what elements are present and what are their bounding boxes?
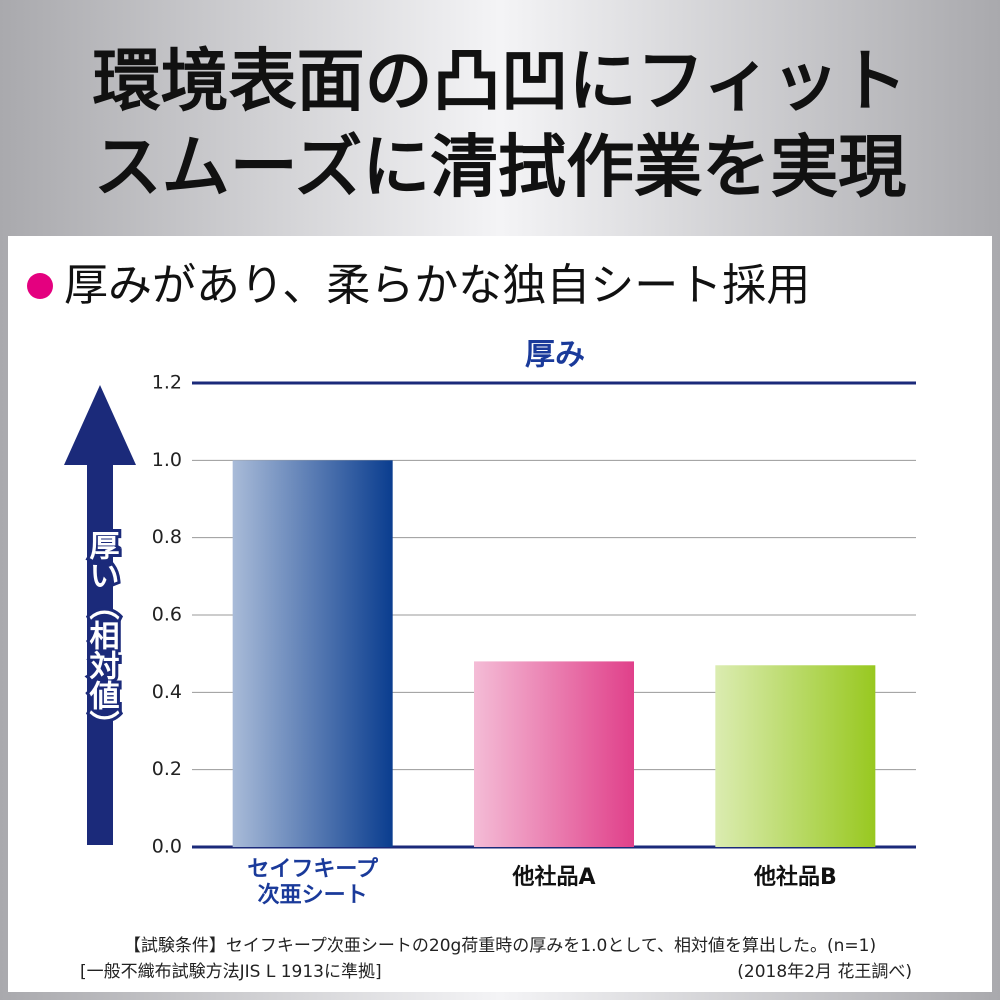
y-tick-label: 0.2	[152, 758, 182, 780]
note: (2018年2月 花王調べ)	[737, 962, 912, 982]
x-tick-label: 他社品B	[753, 864, 837, 890]
subtitle: 厚みがあり、柔らかな独自シート採用	[64, 260, 810, 311]
y-tick-label: 1.0	[152, 449, 182, 471]
y-tick-label: 0.0	[152, 836, 182, 858]
bar	[715, 665, 876, 847]
chart-title: 厚み	[525, 338, 585, 373]
note: [一般不織布試験方法JIS L 1913に準拠]	[80, 962, 382, 982]
x-tick-label: セイフキープ次亜シート	[247, 857, 379, 908]
headline: 環境表面の凸凹にフィット	[93, 43, 908, 122]
y-axis-label: 厚い（相対値）	[84, 530, 121, 740]
y-tick-label: 0.4	[152, 681, 182, 703]
bullet	[27, 273, 53, 299]
panel	[8, 236, 992, 992]
y-tick-label: 1.2	[152, 372, 182, 394]
headline: スムーズに清拭作業を実現	[94, 129, 907, 208]
bar	[474, 661, 634, 847]
note: 【試験条件】セイフキープ次亜シートの20g荷重時の厚みを1.0として、相対値を算…	[124, 936, 876, 956]
bar	[232, 460, 393, 847]
y-tick-label: 0.6	[152, 604, 182, 626]
y-arrow	[64, 385, 136, 845]
y-tick-label: 0.8	[152, 526, 182, 548]
x-tick-label: 他社品A	[511, 864, 595, 890]
